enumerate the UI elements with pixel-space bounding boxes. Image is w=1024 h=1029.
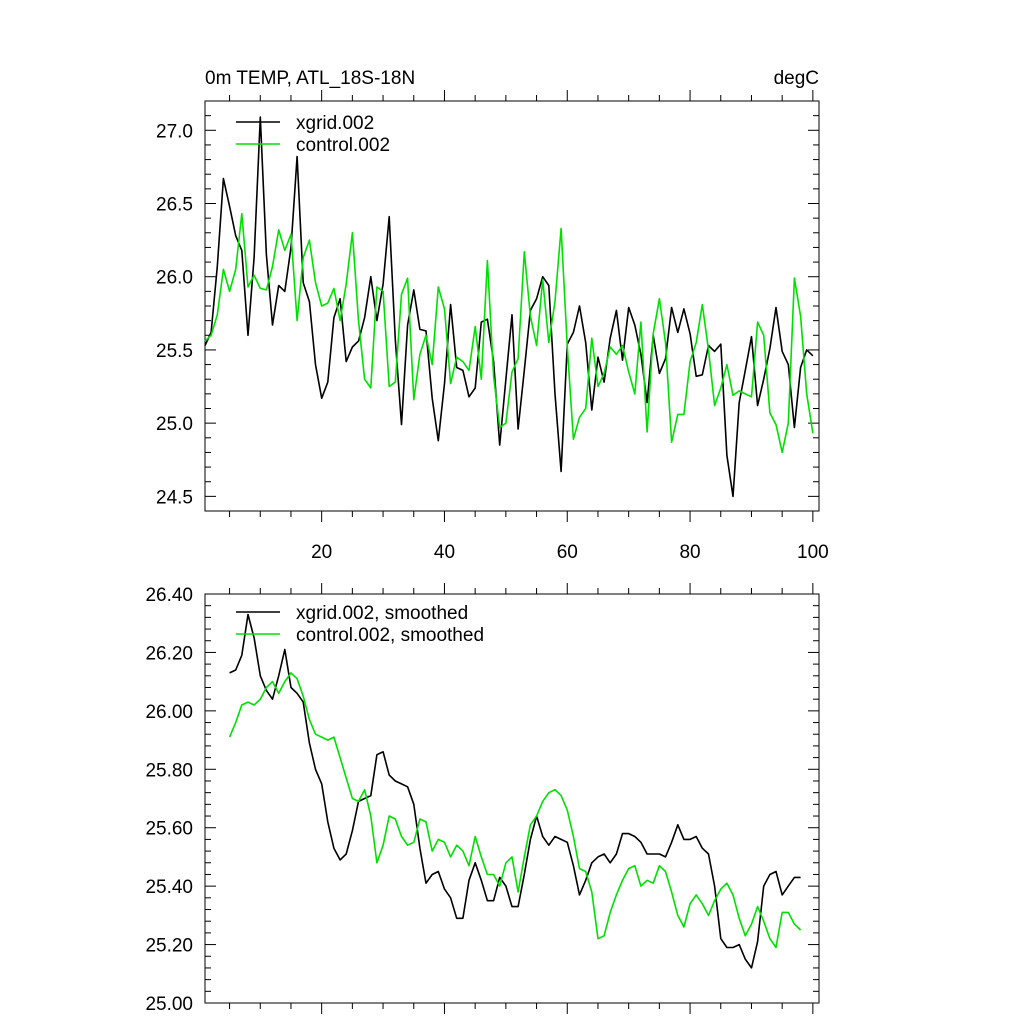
y-tick-label: 24.5 — [156, 487, 193, 508]
top-panel: 0m TEMP, ATL_18S-18N degC 24.5 25.0 25.5 26… — [156, 68, 829, 563]
legend-label-xgrid: xgrid.002 — [296, 113, 374, 134]
bottom-panel: 25.00 25.20 25.40 25.60 25.80 26.00 26.20 26.40… — [145, 583, 820, 1015]
y-tick-label: 25.60 — [145, 819, 193, 840]
y-tick-label: 25.0 — [156, 414, 193, 435]
y-tick-label: 26.0 — [156, 268, 193, 289]
x-tick-label: 80 — [679, 542, 700, 563]
y-tick-label: 27.0 — [156, 121, 193, 142]
x-tick-label: 20 — [311, 542, 332, 563]
series-line-control — [204, 212, 814, 454]
y-tick-label: 25.00 — [145, 994, 193, 1015]
x-tick-label: 60 — [557, 542, 578, 563]
chart-title: 0m TEMP, ATL_18S-18N — [205, 68, 415, 89]
units-label: degC — [774, 68, 819, 89]
y-tick-label: 25.80 — [145, 760, 193, 781]
legend-label-control: control.002 — [296, 135, 390, 156]
y-tick-label: 26.40 — [145, 585, 193, 606]
legend-label-control: control.002, smoothed — [296, 625, 484, 646]
series-line-xgrid — [204, 116, 814, 498]
plot-frame — [204, 593, 820, 1004]
y-tick-label: 25.20 — [145, 936, 193, 957]
y-tick-label: 25.5 — [156, 341, 193, 362]
y-tick-label: 26.00 — [145, 702, 193, 723]
series-line-control — [228, 672, 802, 949]
series-line-xgrid — [229, 613, 801, 969]
y-tick-label: 26.20 — [145, 643, 193, 664]
y-tick-label: 26.5 — [156, 195, 193, 216]
legend-label-xgrid: xgrid.002, smoothed — [296, 603, 468, 624]
y-tick-label: 25.40 — [145, 877, 193, 898]
x-tick-label: 100 — [797, 542, 829, 563]
x-tick-label: 40 — [434, 542, 455, 563]
